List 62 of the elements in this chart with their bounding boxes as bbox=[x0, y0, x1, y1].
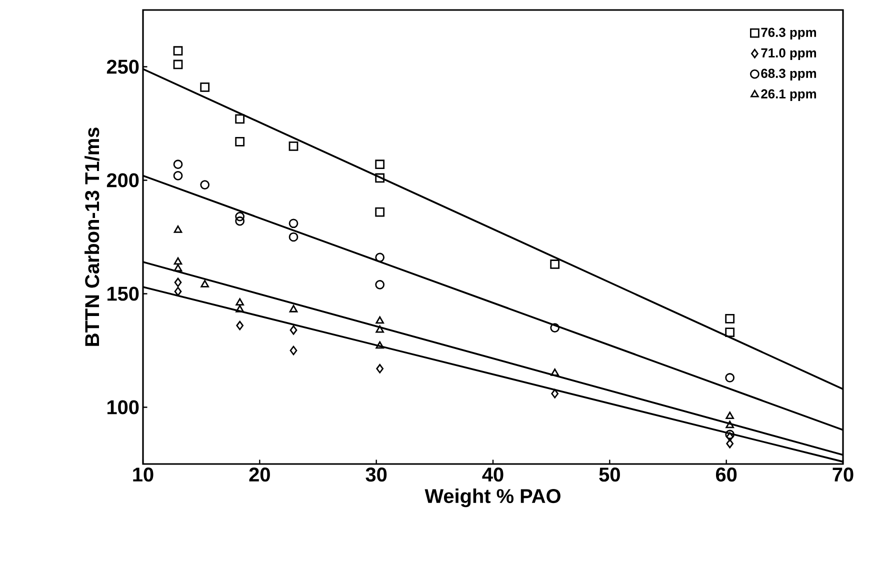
point bbox=[376, 316, 384, 324]
point bbox=[174, 286, 182, 296]
point bbox=[174, 257, 182, 265]
legend-label: 71.0 ppm bbox=[761, 48, 816, 60]
point bbox=[375, 252, 385, 262]
point bbox=[235, 216, 245, 226]
point bbox=[375, 173, 385, 183]
point bbox=[726, 432, 734, 442]
legend-label: 68.3 ppm bbox=[761, 68, 816, 81]
point bbox=[288, 218, 298, 228]
point bbox=[290, 325, 298, 335]
point bbox=[726, 438, 734, 448]
x-tick-label: 20 bbox=[249, 468, 270, 482]
point bbox=[288, 142, 298, 151]
point bbox=[375, 207, 385, 217]
legend-label: 76.3 ppm bbox=[761, 28, 816, 40]
point bbox=[174, 278, 182, 288]
point bbox=[200, 180, 210, 190]
point bbox=[726, 420, 734, 428]
point bbox=[726, 412, 734, 420]
point bbox=[235, 114, 245, 124]
y-tick-label: 250 bbox=[106, 60, 139, 74]
point bbox=[725, 328, 735, 338]
point bbox=[174, 226, 182, 233]
point bbox=[376, 325, 384, 333]
point bbox=[376, 364, 384, 374]
point bbox=[174, 264, 182, 272]
y-axis-title: BTTN Carbon-13 T1/ms bbox=[84, 128, 100, 346]
point bbox=[200, 280, 209, 288]
x-tick-label: 60 bbox=[716, 468, 737, 482]
point bbox=[235, 136, 245, 146]
point bbox=[236, 320, 244, 330]
point bbox=[375, 160, 385, 170]
x-tick-label: 70 bbox=[832, 468, 854, 482]
point bbox=[289, 304, 298, 312]
point bbox=[200, 82, 210, 92]
point bbox=[236, 304, 244, 312]
point bbox=[550, 260, 560, 269]
point bbox=[173, 171, 183, 180]
y-tick-label: 200 bbox=[106, 173, 139, 188]
point bbox=[725, 373, 735, 382]
point bbox=[375, 280, 385, 290]
x-tick-label: 40 bbox=[482, 468, 504, 482]
point bbox=[288, 232, 298, 242]
point bbox=[173, 60, 183, 70]
legend-label: 26.1 ppm bbox=[761, 89, 816, 102]
point bbox=[235, 212, 245, 222]
point bbox=[236, 298, 244, 306]
point bbox=[376, 341, 384, 349]
x-tick-label: 50 bbox=[599, 468, 620, 482]
y-tick-label: 100 bbox=[107, 400, 139, 414]
x-axis-title: Weight % PAO bbox=[424, 488, 560, 508]
x-tick-label: 30 bbox=[366, 468, 387, 482]
point bbox=[550, 368, 559, 376]
x-tick-label: 10 bbox=[133, 468, 154, 482]
y-tick-label: 150 bbox=[107, 286, 139, 301]
point bbox=[290, 346, 298, 356]
point bbox=[725, 314, 735, 324]
point bbox=[173, 160, 183, 170]
point bbox=[173, 46, 183, 56]
point bbox=[550, 323, 560, 332]
point bbox=[551, 388, 559, 398]
